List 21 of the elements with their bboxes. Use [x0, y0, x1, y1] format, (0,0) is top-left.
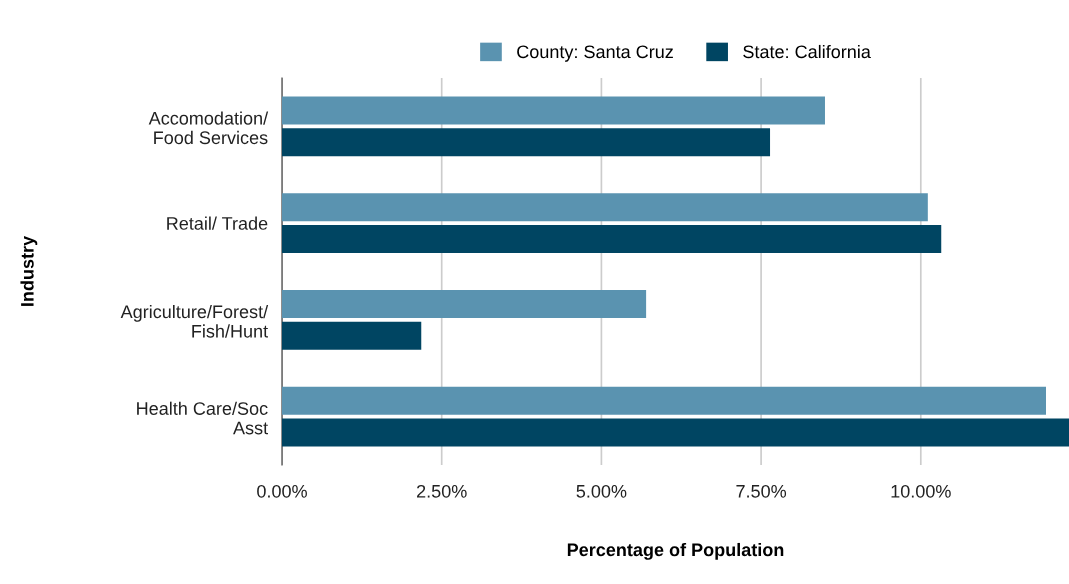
- y-tick-label: Health Care/Soc Asst: [137, 401, 268, 435]
- y-axis-title: Industry: [20, 235, 38, 306]
- bar: [282, 128, 771, 157]
- bar: [282, 289, 647, 318]
- legend-label: County: Santa Cruz: [517, 45, 673, 62]
- legend-label: State: California: [743, 44, 871, 59]
- bar: [282, 386, 1046, 415]
- bar: [282, 225, 942, 254]
- x-tick-label: 7.50%: [736, 484, 787, 498]
- x-tick-label: 10.00%: [891, 484, 951, 498]
- y-tick-label: Retail/ Trade: [167, 216, 268, 230]
- x-tick-label: 0.00%: [257, 484, 307, 498]
- x-tick-label: 5.00%: [576, 484, 627, 498]
- x-axis-title: Percentage of Population: [567, 542, 784, 560]
- x-tick-label: 2.50%: [417, 484, 467, 498]
- y-tick-label: Agriculture/Forest/ Fish/Hunt: [120, 304, 269, 338]
- bar: [282, 96, 825, 125]
- y-tick-label: Accomodation/ Food Services: [148, 111, 269, 145]
- bar: [282, 193, 928, 222]
- bar: [282, 418, 1069, 447]
- bar: [282, 321, 422, 350]
